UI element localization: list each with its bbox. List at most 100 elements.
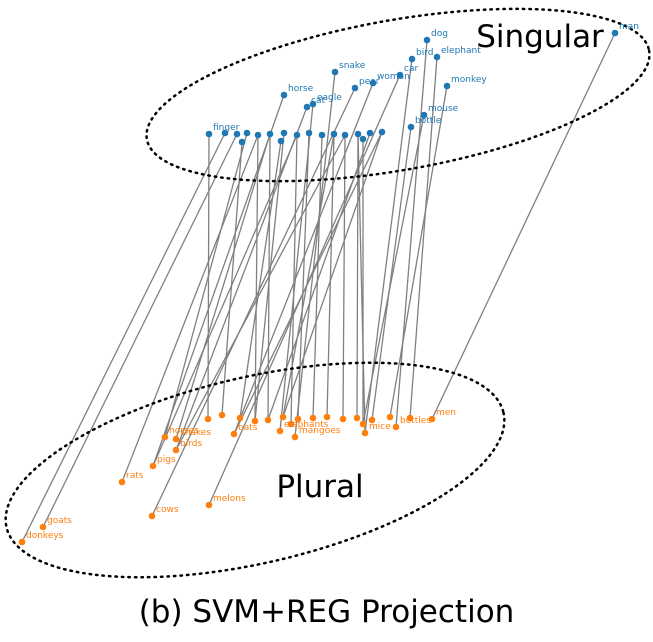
link-line-37 xyxy=(152,134,298,467)
plural-point-7 xyxy=(204,415,212,423)
singular-point-1 xyxy=(423,36,431,44)
singular-label-car: car xyxy=(404,64,418,74)
plural-point-30 xyxy=(18,538,26,546)
plural-point-6 xyxy=(276,427,284,435)
plural-point-26 xyxy=(118,478,126,486)
singular-label-mouse: mouse xyxy=(428,104,459,114)
singular-point-21 xyxy=(293,131,301,139)
plural-point-15 xyxy=(323,413,331,421)
points-layer xyxy=(18,29,619,546)
plural-point-10 xyxy=(251,417,259,425)
link-line-32 xyxy=(357,133,366,434)
singular-point-15 xyxy=(221,129,229,137)
link-line-35 xyxy=(233,131,383,435)
link-line-12 xyxy=(362,114,425,425)
link-line-11 xyxy=(175,106,308,451)
plural-label-birds: birds xyxy=(180,439,202,449)
plural-point-8 xyxy=(218,411,226,419)
link-line-19 xyxy=(175,133,271,440)
link-line-27 xyxy=(267,132,371,421)
singular-label-bottle: bottle xyxy=(415,116,442,126)
link-line-36 xyxy=(175,134,346,451)
link-line-6 xyxy=(233,82,374,435)
link-line-38 xyxy=(254,134,259,422)
link-line-23 xyxy=(312,134,323,419)
plural-ellipse xyxy=(4,361,506,579)
singular-point-13 xyxy=(407,123,415,131)
plural-point-24 xyxy=(172,446,180,454)
plural-point-2 xyxy=(406,414,414,422)
link-line-24 xyxy=(326,133,335,418)
link-line-5 xyxy=(294,71,336,438)
singular-label-bird: bird xyxy=(416,48,433,58)
singular-point-18 xyxy=(254,131,262,139)
plural-point-22 xyxy=(161,433,169,441)
plural-label-snakes: snakes xyxy=(180,428,211,438)
singular-point-6 xyxy=(369,79,377,87)
link-line-8 xyxy=(389,85,448,418)
plural-point-14 xyxy=(309,414,317,422)
link-line-18 xyxy=(121,134,259,483)
plural-point-9 xyxy=(236,414,244,422)
link-line-2 xyxy=(364,58,413,434)
link-line-15 xyxy=(21,132,226,543)
plural-label-melons: melons xyxy=(213,494,246,504)
singular-point-30 xyxy=(277,137,285,145)
plural-label-donkeys: donkeys xyxy=(26,531,64,541)
plural-point-11 xyxy=(264,416,272,424)
plural-point-20 xyxy=(359,420,367,428)
plural-label-cows: cows xyxy=(156,505,179,515)
plural-point-5 xyxy=(291,433,299,441)
singular-point-27 xyxy=(366,129,374,137)
singular-point-3 xyxy=(433,53,441,61)
plural-label-goats: goats xyxy=(47,516,72,526)
singular-label-horse: horse xyxy=(288,84,314,94)
link-line-7 xyxy=(151,87,356,517)
link-line-22 xyxy=(297,132,310,420)
singular-group-label: Singular xyxy=(476,19,604,55)
singular-point-31 xyxy=(359,135,367,143)
singular-label-dog: dog xyxy=(431,29,448,39)
link-line-1 xyxy=(395,39,428,428)
singular-label-finger: finger xyxy=(213,123,240,133)
link-line-13 xyxy=(371,126,412,421)
singular-point-25 xyxy=(341,131,349,139)
link-line-0 xyxy=(431,32,616,420)
singular-point-24 xyxy=(330,130,338,138)
link-line-25 xyxy=(342,134,346,420)
plural-label-mangoes: mangoes xyxy=(299,426,341,436)
plural-point-29 xyxy=(39,523,47,531)
singular-point-10 xyxy=(309,100,317,108)
links-layer xyxy=(21,32,616,543)
singular-point-4 xyxy=(396,71,404,79)
link-line-16 xyxy=(42,133,238,528)
singular-label-pear: pear xyxy=(359,77,380,87)
singular-point-8 xyxy=(443,82,451,90)
plural-point-28 xyxy=(148,512,156,520)
singular-point-5 xyxy=(331,68,339,76)
link-line-3 xyxy=(409,56,438,419)
singular-point-26 xyxy=(354,130,362,138)
singular-point-17 xyxy=(243,129,251,137)
singular-label-eagle: eagle xyxy=(317,93,342,103)
singular-label-man: man xyxy=(619,22,639,32)
link-line-33 xyxy=(282,133,335,418)
singular-point-16 xyxy=(233,130,241,138)
plural-label-bottles: bottles xyxy=(400,416,431,426)
singular-point-19 xyxy=(266,130,274,138)
plural-point-12 xyxy=(279,413,287,421)
plural-point-16 xyxy=(339,415,347,423)
ellipse-layer xyxy=(4,7,651,579)
singular-label-elephant: elephant xyxy=(441,46,481,56)
plural-label-mice: mice xyxy=(369,422,391,432)
singular-point-9 xyxy=(280,91,288,99)
plural-point-18 xyxy=(368,416,376,424)
singular-label-woman: woman xyxy=(377,72,410,82)
plural-point-27 xyxy=(205,501,213,509)
link-line-28 xyxy=(282,131,383,418)
singular-point-12 xyxy=(420,111,428,119)
singular-point-2 xyxy=(408,55,416,63)
plural-point-21 xyxy=(230,430,238,438)
